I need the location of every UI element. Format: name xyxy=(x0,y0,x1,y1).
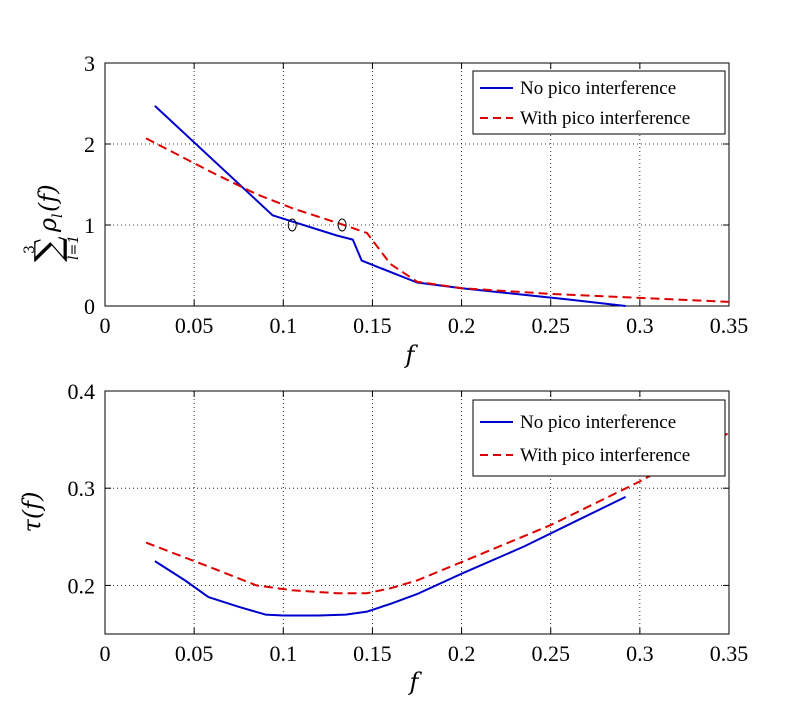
top-ylabel-sum: ∑ xyxy=(28,236,69,262)
bottom-ytick-label: 0.2 xyxy=(68,573,96,598)
top-plot-frame xyxy=(104,62,730,307)
top-series-line-no-pico xyxy=(154,105,626,307)
top-y-tick-labels: 0 1 2 3 xyxy=(84,51,95,319)
bottom-y-tick-labels: 0.2 0.3 0.4 xyxy=(68,379,96,598)
bottom-x-tick-labels: 0 0.05 0.1 0.15 0.2 0.25 0.3 0.35 xyxy=(100,641,749,666)
bottom-xtick-label: 0.25 xyxy=(531,641,570,666)
bottom-x-axis-label: f xyxy=(408,668,423,696)
chart-top: 0 0.05 0.1 0.15 0.2 0.25 0.3 0.35 0 1 2 3 f ∑ 3 l=… xyxy=(22,51,748,369)
top-ylabel-upper: 3 xyxy=(22,245,38,254)
top-circle-marker xyxy=(337,218,347,232)
bottom-xtick-label: 0.35 xyxy=(710,641,749,666)
top-xtick-label: 0.25 xyxy=(531,313,570,338)
bottom-y-axis-label: τ(f) xyxy=(18,492,46,533)
bottom-plot-frame xyxy=(104,390,730,635)
top-xtick-label: 0.1 xyxy=(270,313,298,338)
bottom-legend: No pico interference With pico interfere… xyxy=(472,399,726,477)
top-y-axis-label: ∑ 3 l=1 ρ l (f) xyxy=(22,184,82,262)
top-ylabel-sub: l xyxy=(50,214,66,218)
top-ytick-label: 2 xyxy=(84,132,95,157)
bottom-legend-box xyxy=(472,399,726,477)
bottom-ytick-label: 0.4 xyxy=(68,379,96,404)
top-ytick-label: 1 xyxy=(84,213,95,238)
top-legend: No pico interference With pico interfere… xyxy=(472,70,726,135)
top-legend-label-1: With pico interference xyxy=(520,108,690,129)
bottom-xtick-label: 0 xyxy=(100,641,111,666)
top-legend-box xyxy=(472,70,726,135)
bottom-legend-label-1: With pico interference xyxy=(520,445,690,466)
top-ylabel-arg: (f) xyxy=(34,184,62,212)
top-legend-label-0: No pico interference xyxy=(520,78,676,99)
top-series-line-with-pico xyxy=(145,137,730,303)
top-xtick-label: 0.3 xyxy=(626,313,654,338)
top-ytick-label: 3 xyxy=(84,51,95,76)
top-xtick-label: 0.2 xyxy=(448,313,476,338)
bottom-series-line-no-pico xyxy=(154,496,627,617)
top-ylabel-lower: l=1 xyxy=(66,235,82,260)
bottom-xtick-label: 0.3 xyxy=(626,641,654,666)
top-xtick-label: 0.05 xyxy=(175,313,214,338)
bottom-xtick-label: 0.05 xyxy=(175,641,214,666)
top-xtick-label: 0.35 xyxy=(710,313,749,338)
top-ylabel-rho: ρ xyxy=(34,218,62,233)
bottom-xtick-label: 0.1 xyxy=(270,641,298,666)
top-x-tick-labels: 0 0.05 0.1 0.15 0.2 0.25 0.3 0.35 xyxy=(100,313,749,338)
top-ytick-label: 0 xyxy=(84,294,95,319)
chart-bottom: 0 0.05 0.1 0.15 0.2 0.25 0.3 0.35 0.2 0.3 0.4 f τ… xyxy=(18,379,748,696)
top-xtick-label: 0 xyxy=(100,313,111,338)
bottom-series-line-with-pico xyxy=(145,431,730,595)
top-circle-marker xyxy=(287,218,297,232)
bottom-xtick-label: 0.2 xyxy=(448,641,476,666)
top-x-axis-label: f xyxy=(404,341,419,369)
top-series-marks xyxy=(104,62,730,307)
bottom-ytick-label: 0.3 xyxy=(68,476,96,501)
top-xtick-label: 0.15 xyxy=(353,313,392,338)
bottom-series-marks xyxy=(104,390,730,634)
bottom-legend-label-0: No pico interference xyxy=(520,412,676,433)
bottom-xtick-label: 0.15 xyxy=(353,641,392,666)
